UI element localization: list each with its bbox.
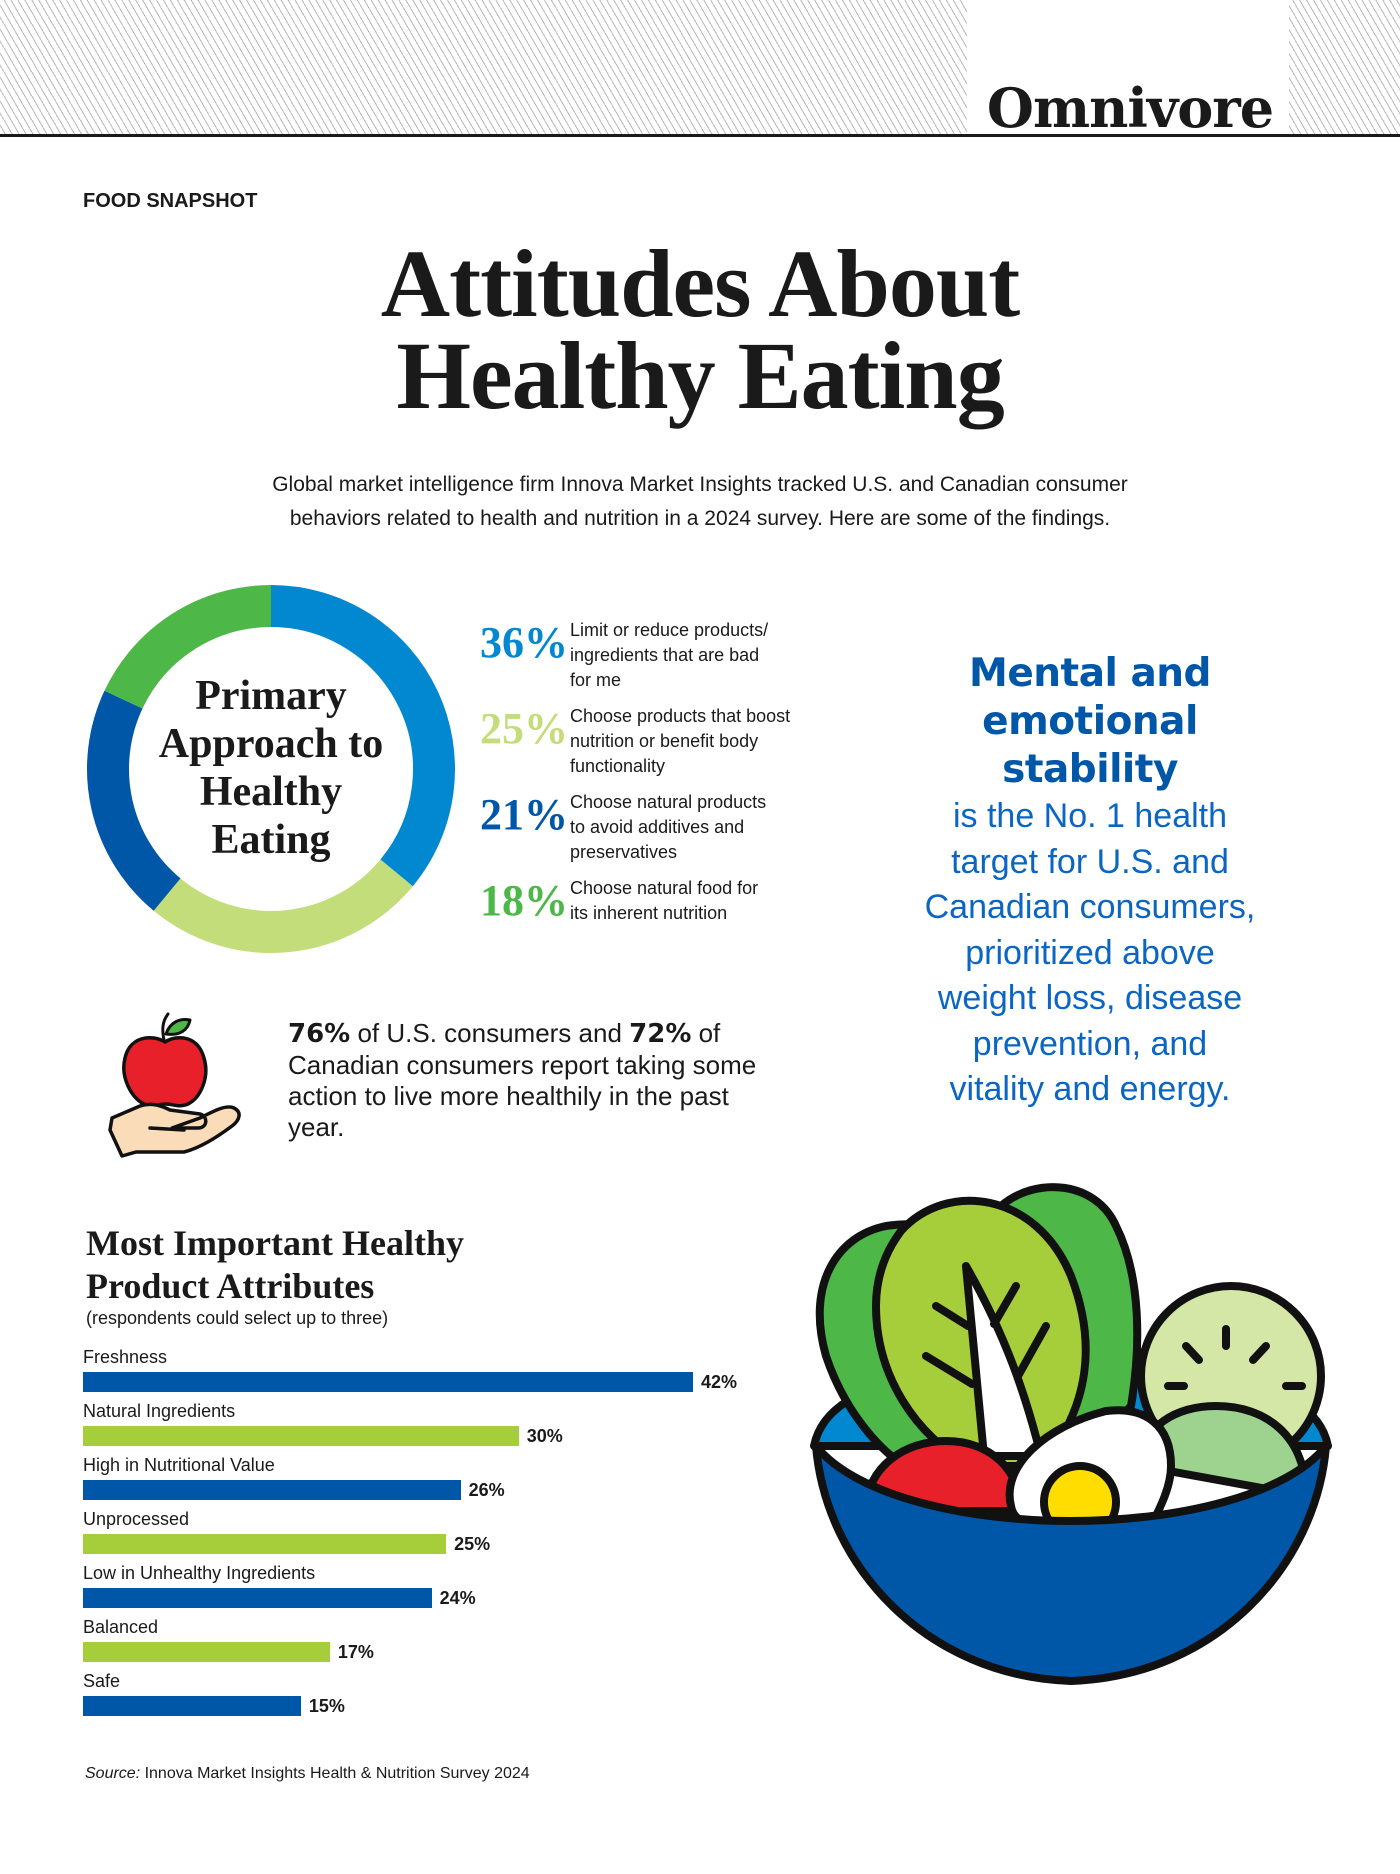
bar-row: High in Nutritional Value 26%: [83, 1454, 783, 1508]
bar: [83, 1534, 447, 1554]
legend-item: 18% Choose natural food for its inherent…: [460, 876, 860, 956]
bar-chart-subtitle: (respondents could select up to three): [86, 1308, 389, 1328]
callout-headline-line: emotional: [982, 699, 1198, 744]
bar-chart-title: Most Important Healthy Product Attribute…: [86, 1222, 686, 1308]
bar-row: Unprocessed 25%: [83, 1508, 783, 1562]
salad-bowl-icon: [810, 1183, 1332, 1685]
legend-text: Choose natural products to avoid additiv…: [570, 790, 860, 865]
donut-segment: [153, 859, 413, 953]
callout-headline-line: Mental and: [969, 651, 1211, 696]
legend-item: 21% Choose natural products to avoid add…: [460, 790, 860, 870]
callout-body-line: weight loss, disease: [937, 979, 1243, 1017]
source-text: Innova Market Insights Health & Nutritio…: [140, 1765, 530, 1782]
legend-text: Limit or reduce products/ ingredients th…: [570, 618, 860, 693]
bar-label: Natural Ingredients: [83, 1401, 236, 1421]
bar: [83, 1696, 301, 1716]
legend-line: Limit or reduce products/: [570, 620, 769, 640]
legend-line: its inherent nutrition: [570, 903, 728, 923]
legend-line: for me: [570, 670, 622, 690]
callout-body-line: prioritized above: [965, 933, 1215, 972]
section-kicker: FOOD SNAPSHOT: [83, 190, 258, 212]
bar-label: Unprocessed: [83, 1509, 190, 1529]
legend-line: nutrition or benefit body: [570, 731, 759, 751]
bar-value: 17%: [337, 1642, 374, 1662]
bar-value: 25%: [454, 1534, 491, 1554]
callout-headline: Mental and emotional stability: [880, 650, 1300, 794]
donut-segment: [104, 585, 272, 709]
bar-label: Low in Unhealthy Ingredients: [83, 1563, 316, 1583]
legend-line: preservatives: [570, 842, 678, 862]
page-title: Attitudes About Healthy Eating: [0, 230, 1400, 429]
bar-row: Balanced 17%: [83, 1616, 783, 1670]
callout-body-line: target for U.S. and: [951, 842, 1229, 881]
bar: [83, 1372, 693, 1392]
header-divider: [0, 134, 1400, 137]
bar: [83, 1588, 432, 1608]
bar-row: Low in Unhealthy Ingredients 24%: [83, 1562, 783, 1616]
legend-percent: 21%: [480, 790, 568, 839]
donut-label-line: Eating: [211, 817, 331, 863]
bar-value: 24%: [439, 1588, 476, 1608]
legend-line: Choose natural food for: [570, 878, 759, 898]
title-line-1: Attitudes About: [380, 230, 1020, 337]
legend-item: 36% Limit or reduce products/ ingredient…: [460, 618, 860, 698]
legend-line: Choose products that boost: [570, 706, 791, 726]
stat-text-b: of Canadian consumers report taking some…: [288, 1018, 757, 1142]
legend-percent: 18%: [480, 876, 568, 925]
donut-label-line: Primary: [195, 673, 347, 719]
consumer-action-stat: 76% of U.S. consumers and 72% of Canadia…: [288, 1018, 758, 1143]
callout-body-line: is the No. 1 health: [952, 797, 1228, 835]
canada-percent: 72%: [629, 1019, 692, 1049]
legend-text: Choose natural food for its inherent nut…: [570, 876, 860, 926]
intro-line-1: Global market intelligence firm Innova M…: [272, 473, 1128, 496]
legend-line: to avoid additives and: [570, 817, 745, 837]
bar: [83, 1480, 461, 1500]
bar-value: 26%: [468, 1480, 505, 1500]
bar-row: Safe 15%: [83, 1670, 783, 1724]
intro-line-2: behaviors related to health and nutritio…: [289, 507, 1111, 530]
bar-label: High in Nutritional Value: [83, 1455, 275, 1475]
title-line-2: Healthy Eating: [396, 322, 1004, 429]
legend-percent: 36%: [480, 618, 568, 667]
apple-in-hand-icon: [108, 1012, 241, 1158]
bar-value: 42%: [701, 1372, 738, 1392]
callout-body-line: prevention, and: [972, 1024, 1208, 1063]
callout-body-line: vitality and energy.: [949, 1070, 1231, 1108]
legend-line: functionality: [570, 756, 666, 776]
donut-center-label: Primary Approach to Healthy Eating: [116, 672, 426, 864]
donut-label-line: Approach to: [158, 721, 384, 767]
us-percent: 76%: [288, 1019, 351, 1049]
bar-chart-title-line: Most Important Healthy: [86, 1223, 464, 1263]
bar-chart-title-line: Product Attributes: [86, 1266, 375, 1306]
legend-text: Choose products that boost nutrition or …: [570, 704, 860, 779]
header-brand-area: [967, 0, 1289, 136]
bar-value: 15%: [308, 1696, 345, 1716]
legend-item: 25% Choose products that boost nutrition…: [460, 704, 860, 784]
legend-percent: 25%: [480, 704, 568, 753]
donut-chart: [87, 585, 455, 953]
source-note: Source: Innova Market Insights Health & …: [85, 1765, 530, 1783]
callout-body-line: Canadian consumers,: [924, 888, 1256, 926]
bar: [83, 1642, 330, 1662]
bar-value: 30%: [526, 1426, 563, 1446]
donut-label-line: Healthy: [199, 769, 343, 815]
magazine-brand: Omnivore: [986, 76, 1274, 140]
bar: [83, 1426, 519, 1446]
bar-row: Natural Ingredients 30%: [83, 1400, 783, 1454]
callout-body: is the No. 1 health target for U.S. and …: [880, 794, 1300, 1113]
bar-label: Safe: [83, 1671, 121, 1691]
legend-line: Choose natural products: [570, 792, 767, 812]
stat-text-a: of U.S. consumers and: [350, 1018, 630, 1048]
bar-label: Freshness: [83, 1347, 168, 1367]
callout-mental-stability: Mental and emotional stability is the No…: [880, 650, 1300, 1113]
donut-segment: [270, 585, 455, 887]
donut-segment: [87, 690, 181, 911]
bar-row: Freshness 42%: [83, 1346, 783, 1400]
bar-label: Balanced: [83, 1617, 159, 1637]
legend-line: ingredients that are bad: [570, 645, 760, 665]
intro-paragraph: Global market intelligence firm Innova M…: [150, 468, 1250, 536]
source-label: Source:: [85, 1765, 141, 1782]
callout-headline-line: stability: [1002, 747, 1178, 792]
